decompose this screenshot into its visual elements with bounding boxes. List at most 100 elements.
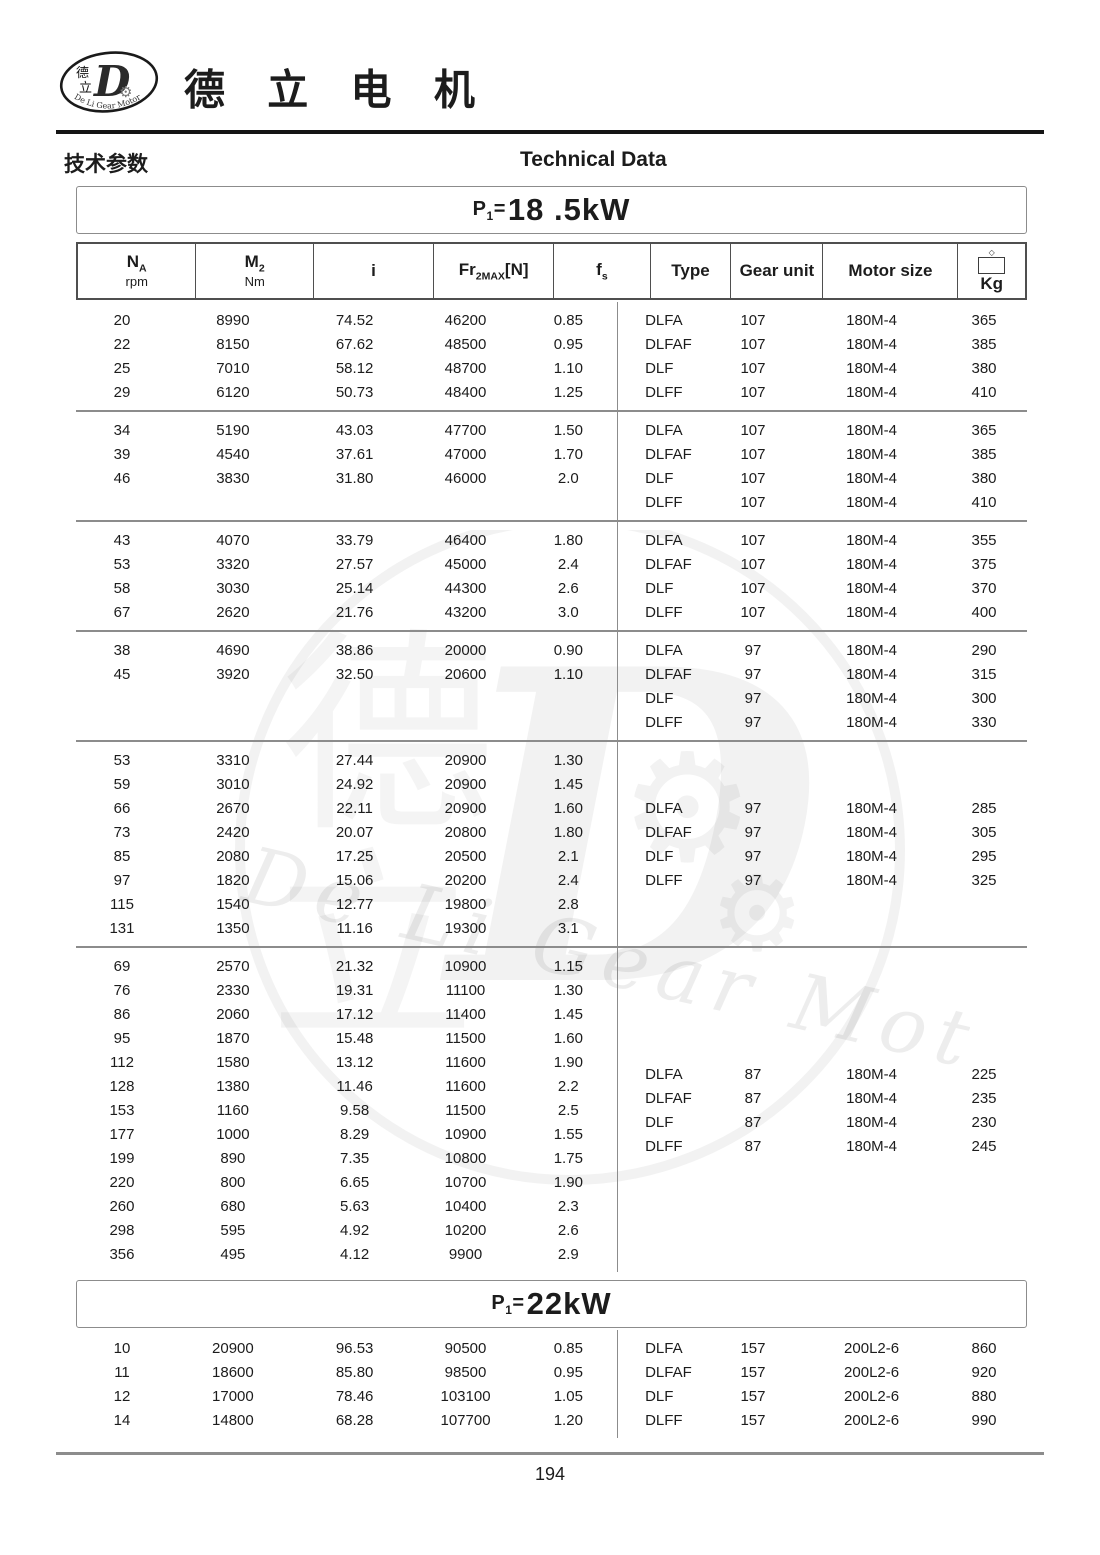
- gear-unit-value: 97: [744, 799, 762, 817]
- fs-value: 2.4: [557, 555, 579, 573]
- na-value: 38: [113, 641, 131, 659]
- table-row: 131 1350 11.16 19300 3.1: [76, 916, 617, 940]
- fr2max-value: 11100: [445, 981, 486, 999]
- kg-value: 355: [971, 531, 997, 549]
- i-value: 31.80: [335, 469, 374, 487]
- i-value: 27.57: [335, 555, 374, 573]
- table-row: 12 17000 78.46 103100 1.05: [76, 1384, 617, 1408]
- kg-value: 380: [971, 469, 997, 487]
- fs-value: 1.10: [553, 665, 583, 683]
- table-row: DLFAF 107 180M-4 385: [618, 332, 1027, 356]
- fr2max-value: 48500: [444, 335, 487, 353]
- fr2max-value: 48700: [444, 359, 487, 377]
- m2-value: 5190: [216, 421, 250, 439]
- table-row: 112 1580 13.12 11600 1.90: [76, 1050, 617, 1074]
- fr2max-value: 20900: [444, 799, 487, 817]
- group-left-rows: 53 3310 27.44 20900 1.30 59 3010 24.92 20900 1.45…: [76, 742, 619, 946]
- fr2max-value: 11600: [445, 1077, 486, 1095]
- type-value: DLFAF: [645, 823, 692, 841]
- na-value: 66: [113, 799, 131, 817]
- fr2max-value: 46400: [444, 531, 487, 549]
- na-value: 260: [109, 1197, 135, 1215]
- fs-value: 1.55: [553, 1125, 583, 1143]
- page-number: 194: [534, 1463, 566, 1484]
- group-left-rows: 69 2570 21.32 10900 1.15 76 2330 19.31 11100 1.30…: [76, 948, 619, 1272]
- kg-value: 290: [971, 641, 997, 659]
- fr2max-value: 20500: [444, 847, 487, 865]
- na-value: 97: [113, 871, 131, 889]
- table-row: 177 1000 8.29 10900 1.55: [76, 1122, 617, 1146]
- i-value: 7.35: [340, 1149, 370, 1167]
- i-value: 11.16: [336, 919, 373, 937]
- group-right-rows: DLFA 87 180M-4 225 DLFAF 87 180M-4 235 DLF 87 180M…: [618, 948, 1027, 1272]
- kg-value: 385: [971, 335, 997, 353]
- m2-value: 3010: [216, 775, 250, 793]
- i-value: 38.86: [335, 641, 374, 659]
- type-value: DLFAF: [645, 1363, 692, 1381]
- diamond-glyph: ◇: [988, 247, 995, 257]
- m2-value: 4540: [216, 445, 250, 463]
- na-value: 69: [113, 957, 131, 975]
- gear-unit-value: 107: [740, 555, 766, 573]
- header-label: M2: [244, 251, 265, 275]
- na-value: 199: [109, 1149, 135, 1167]
- subheader: 技术参数 Technical Data: [56, 146, 1044, 178]
- fr2max-value: 20600: [444, 665, 487, 683]
- column-header-motor-size: Motor size: [822, 244, 957, 298]
- group-right-rows: DLFA 107 180M-4 365 DLFAF 107 180M-4 385 DLF 107 1…: [618, 302, 1027, 410]
- motor-size-value: 180M-4: [846, 555, 897, 573]
- table-row: 220 800 6.65 10700 1.90: [76, 1170, 617, 1194]
- na-value: 10: [113, 1339, 131, 1357]
- motor-size-value: 200L2-6: [844, 1411, 900, 1429]
- fr2max-value: 10900: [444, 1125, 487, 1143]
- type-value: DLFAF: [645, 555, 692, 573]
- motor-size-value: 180M-4: [846, 603, 897, 621]
- motor-size-value: 180M-4: [846, 359, 897, 377]
- motor-size-value: 180M-4: [846, 1089, 897, 1107]
- gear-unit-value: 157: [740, 1411, 766, 1429]
- type-value: DLF: [645, 359, 674, 377]
- fs-value: 1.90: [553, 1173, 583, 1191]
- na-value: 29: [113, 383, 131, 401]
- motor-size-value: 180M-4: [846, 311, 897, 329]
- fr2max-value: 11500: [445, 1029, 486, 1047]
- gear-unit-value: 87: [744, 1089, 762, 1107]
- kg-value: 410: [971, 493, 997, 511]
- na-value: 76: [113, 981, 131, 999]
- header-label: Kg: [980, 273, 1004, 293]
- power-value: 22kW: [526, 1286, 612, 1321]
- fr2max-value: 20900: [444, 775, 487, 793]
- type-value: DLF: [645, 579, 674, 597]
- na-value: 73: [113, 823, 131, 841]
- fr2max-value: 10700: [444, 1173, 487, 1191]
- table-row: DLFA 157 200L2-6 860: [618, 1336, 1027, 1360]
- table-row: DLFF 87 180M-4 245: [618, 1134, 1027, 1158]
- table-row: 95 1870 15.48 11500 1.60: [76, 1026, 617, 1050]
- type-value: DLFF: [645, 493, 683, 511]
- fs-value: 3.1: [557, 919, 579, 937]
- data-group: 10 20900 96.53 90500 0.85 11 18600 85.80 98500 0.…: [76, 1330, 1027, 1438]
- group-right-rows: DLFA 97 180M-4 290 DLFAF 97 180M-4 315 DLF 97 180M…: [618, 632, 1027, 740]
- fr2max-value: 48400: [444, 383, 487, 401]
- m2-value: 800: [220, 1173, 246, 1191]
- m2-value: 1350: [216, 919, 250, 937]
- fs-value: 2.0: [557, 469, 579, 487]
- kg-value: 860: [971, 1339, 997, 1357]
- kg-value: 295: [971, 847, 997, 865]
- type-value: DLFAF: [645, 665, 692, 683]
- table-row: DLFA 107 180M-4 365: [618, 418, 1027, 442]
- header-label: fs: [596, 259, 608, 283]
- fs-value: 2.6: [557, 579, 579, 597]
- gear-unit-value: 87: [744, 1137, 762, 1155]
- gear-unit-value: 157: [740, 1387, 766, 1405]
- gear-unit-value: 107: [740, 493, 766, 511]
- table-row: 10 20900 96.53 90500 0.85: [76, 1336, 617, 1360]
- gear-unit-value: 97: [744, 641, 762, 659]
- m2-value: 3920: [216, 665, 250, 683]
- m2-value: 18600: [212, 1363, 254, 1381]
- gear-unit-value: 97: [744, 689, 762, 707]
- i-value: 8.29: [340, 1125, 370, 1143]
- motor-size-value: 180M-4: [846, 871, 897, 889]
- m2-value: 2060: [216, 1005, 250, 1023]
- fr2max-value: 90500: [444, 1339, 487, 1357]
